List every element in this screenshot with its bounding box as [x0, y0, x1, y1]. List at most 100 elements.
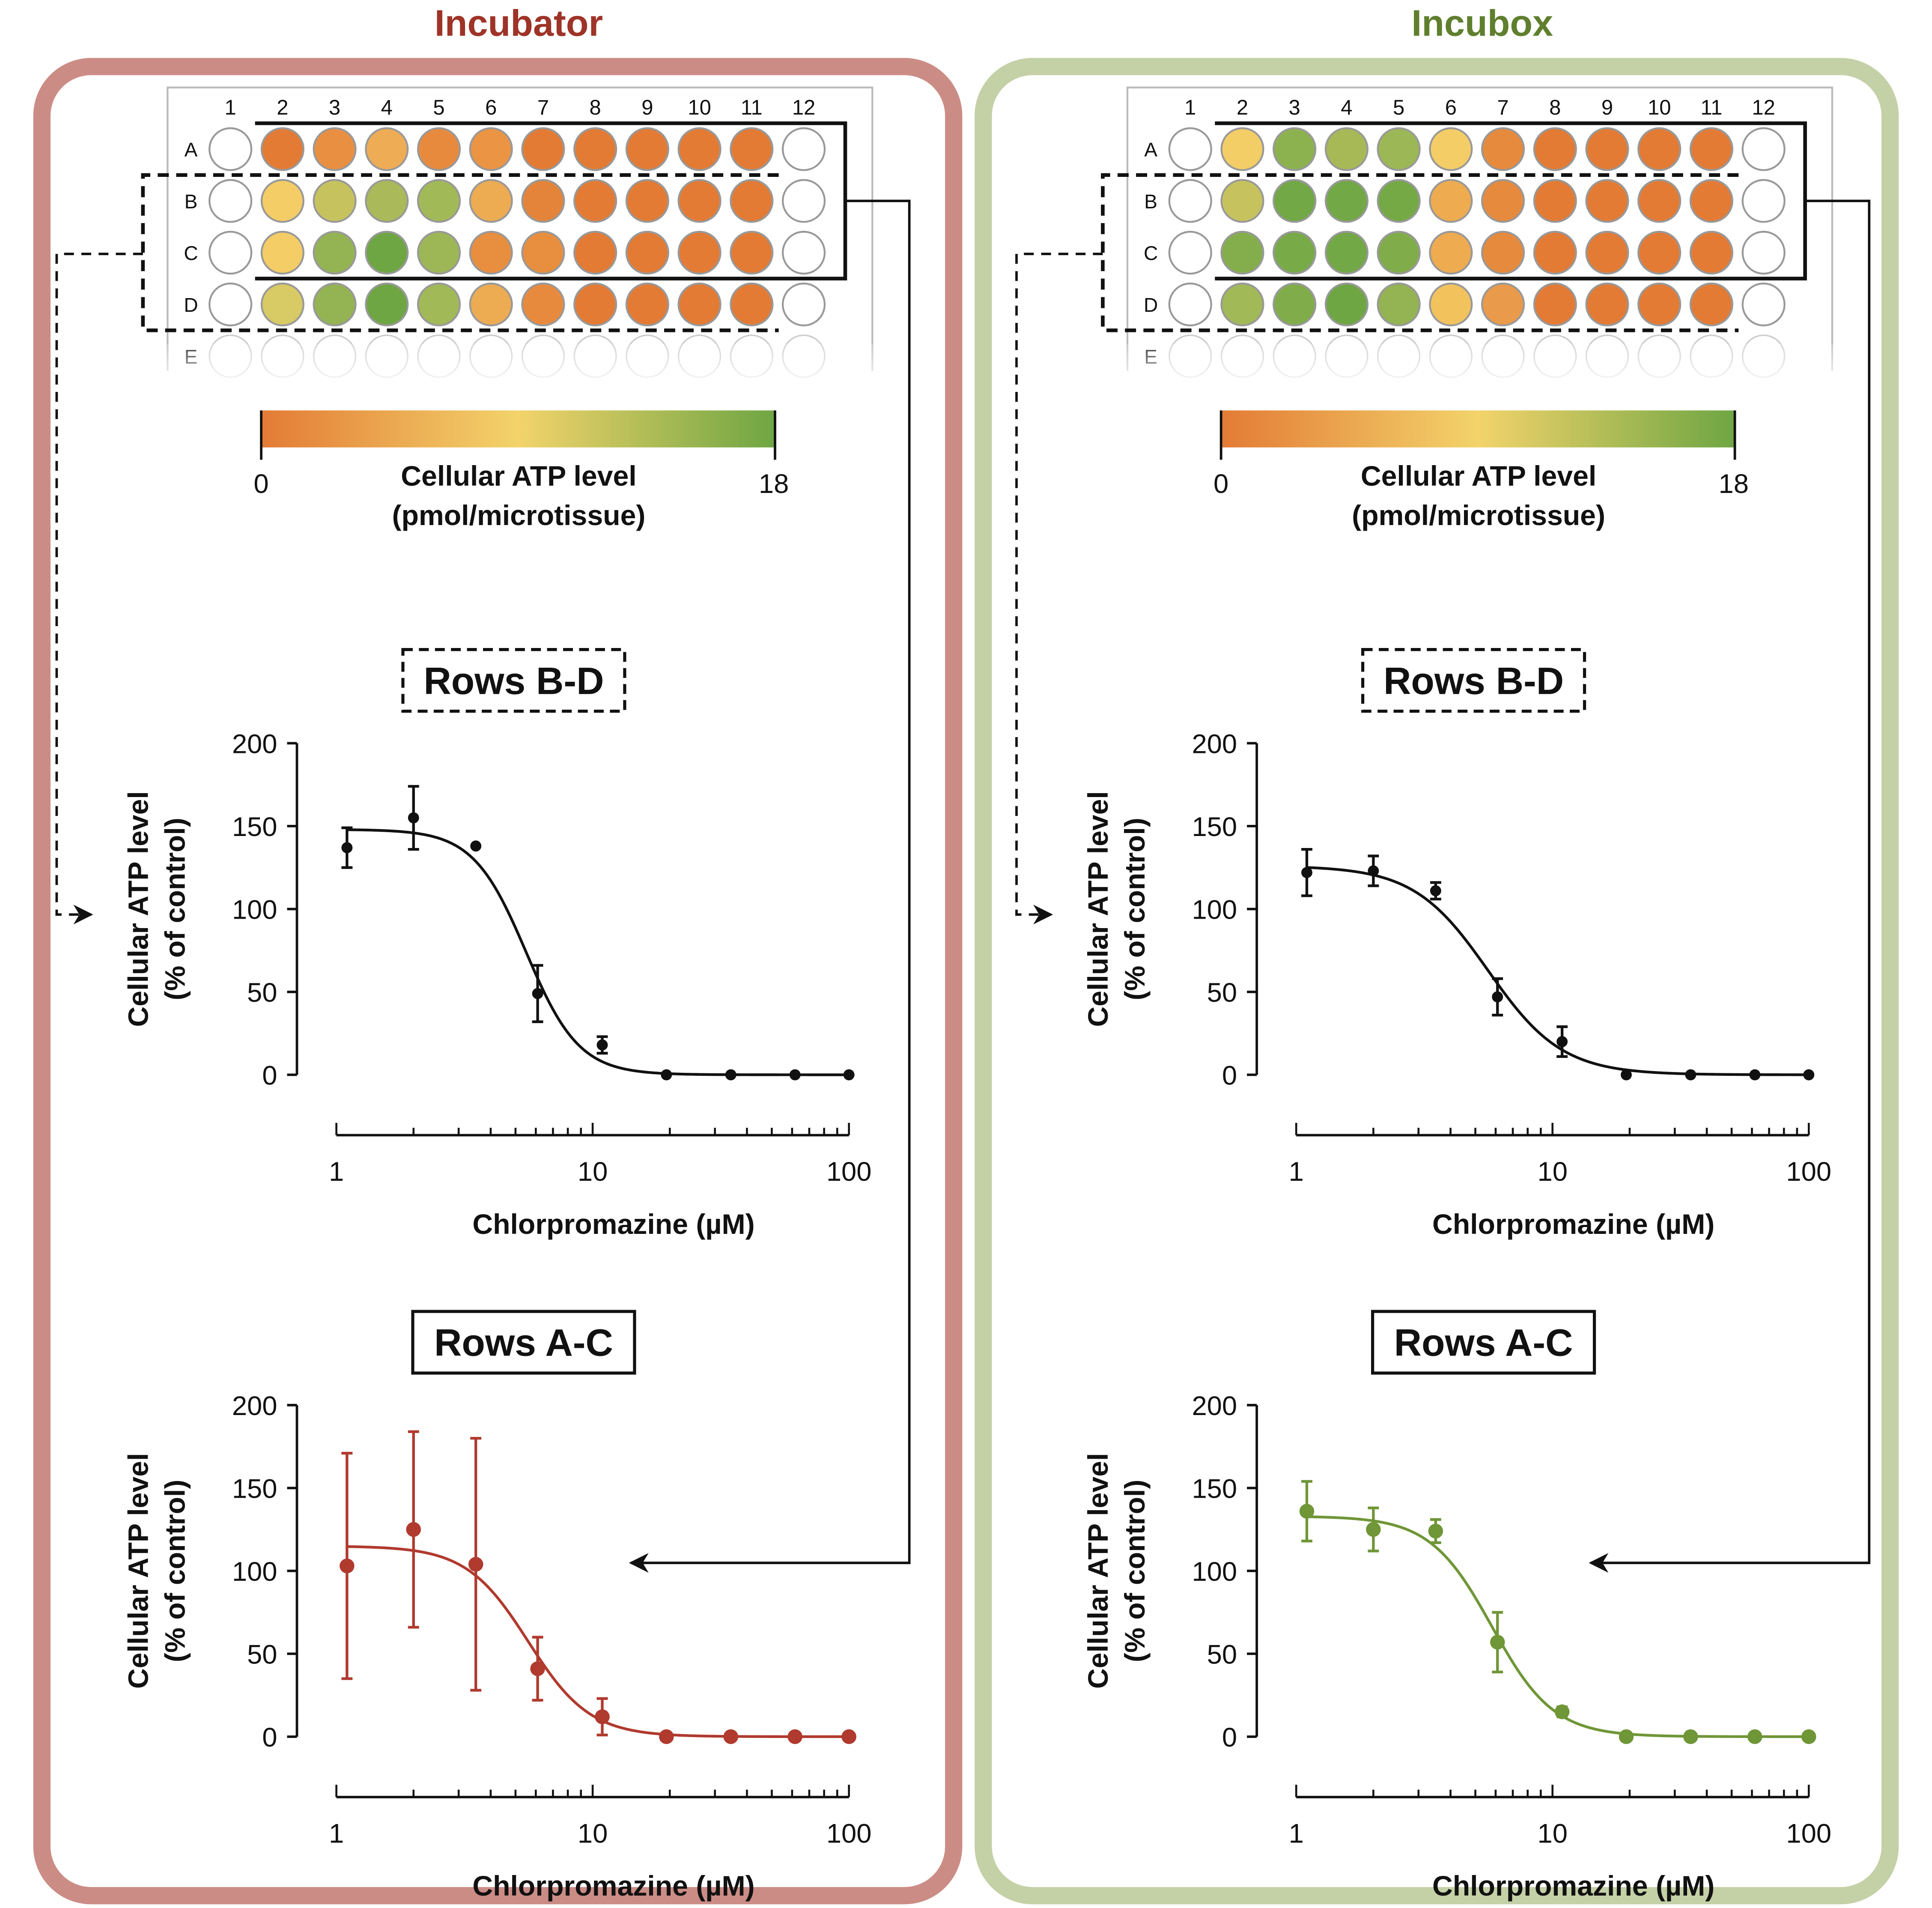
- panel-incubator: 123456789101112ABCDE018Cellular ATP leve…: [55, 87, 911, 1902]
- plate-well: [521, 127, 565, 171]
- data-point: [468, 1557, 483, 1572]
- y-tick-label: 50: [247, 978, 277, 1008]
- plate-well: [365, 230, 409, 275]
- plate-well: [1377, 127, 1421, 171]
- plate-row-label: B: [1144, 190, 1157, 212]
- plate-well: [209, 179, 253, 223]
- plate-column-label: 5: [1393, 96, 1404, 119]
- plate-column-label: 3: [329, 96, 340, 119]
- x-tick-label: 1: [1289, 1818, 1304, 1848]
- plate-well: [781, 127, 826, 171]
- plate-column-label: 4: [1341, 96, 1352, 119]
- plate-column-label: 8: [590, 96, 601, 119]
- y-tick-label: 0: [262, 1723, 277, 1753]
- plate-fade-overlay: [165, 343, 880, 394]
- plate-well: [1533, 282, 1577, 326]
- plate-well: [625, 127, 669, 171]
- data-point: [1301, 867, 1312, 878]
- y-tick-label: 50: [1207, 1639, 1237, 1669]
- plate-well: [1637, 282, 1682, 326]
- plate-well: [313, 179, 357, 223]
- plate-row-label: A: [185, 138, 198, 161]
- plate-well: [260, 127, 304, 171]
- data-point: [406, 1522, 421, 1537]
- plate-well: [1481, 282, 1525, 326]
- y-tick-label: 0: [262, 1061, 277, 1091]
- data-point: [595, 1709, 610, 1724]
- panel-title-incubator: Incubator: [435, 3, 603, 44]
- y-tick-label: 100: [232, 1557, 277, 1587]
- plate-well: [417, 230, 461, 275]
- y-axis-label: Cellular ATP level (% of control): [122, 1453, 191, 1689]
- plate-well: [1429, 127, 1473, 171]
- x-axis-label: Chlorpromazine (µM): [472, 1870, 754, 1902]
- plate-well: [209, 127, 253, 171]
- data-point: [659, 1729, 674, 1744]
- data-point: [408, 812, 419, 824]
- data-point: [1430, 885, 1441, 896]
- y-tick-label: 150: [232, 1474, 277, 1504]
- plate-well: [677, 282, 722, 326]
- plate-column-label: 6: [1445, 96, 1457, 119]
- panel-title-incubox: Incubox: [1411, 3, 1553, 44]
- x-tick-label: 100: [1786, 1157, 1831, 1187]
- data-point: [1683, 1729, 1698, 1744]
- plate-column-label: 2: [1237, 96, 1248, 119]
- y-tick-label: 0: [1222, 1723, 1237, 1753]
- colorbar-title: Cellular ATP level: [1361, 460, 1596, 492]
- plate-well: [1637, 179, 1682, 223]
- y-tick-label: 150: [1192, 1474, 1237, 1504]
- x-tick-label: 1: [329, 1818, 344, 1848]
- plate-column-label: 9: [641, 96, 653, 119]
- plate-well: [1220, 127, 1264, 171]
- colorbar-title: Cellular ATP level: [401, 460, 636, 492]
- data-point: [1621, 1069, 1632, 1081]
- data-point: [596, 1039, 608, 1051]
- plate-well: [1168, 127, 1212, 171]
- y-axis-label: Cellular ATP level (% of control): [1082, 791, 1151, 1027]
- data-point: [723, 1729, 739, 1744]
- fit-curve: [1306, 866, 1809, 1076]
- data-point: [1803, 1069, 1815, 1081]
- y-tick-label: 100: [1192, 895, 1237, 925]
- x-tick-label: 100: [1786, 1818, 1831, 1848]
- plate-well: [1585, 282, 1629, 326]
- plate-well: [1220, 179, 1264, 223]
- x-tick-label: 10: [578, 1818, 608, 1848]
- plate-well: [781, 179, 826, 223]
- y-tick-label: 200: [1192, 729, 1237, 759]
- chart-title-box: [411, 1310, 636, 1375]
- plate-frame: [1126, 87, 1834, 371]
- y-axis-label: Cellular ATP level (% of control): [122, 791, 191, 1027]
- plate-well: [365, 282, 409, 326]
- data-point: [1554, 1704, 1570, 1720]
- plate-well: [1585, 230, 1629, 275]
- plate-well: [260, 230, 304, 275]
- plate-well: [730, 230, 774, 275]
- plate-well: [417, 282, 461, 326]
- data-point: [470, 840, 482, 852]
- y-tick-label: 200: [232, 729, 277, 759]
- plate-well: [573, 282, 617, 326]
- colorbar: [1221, 410, 1735, 448]
- plate-well: [1429, 230, 1473, 275]
- y-axis-label-line2: (% of control): [160, 1480, 191, 1662]
- data-point: [789, 1069, 801, 1081]
- plate-column-label: 10: [1648, 96, 1671, 119]
- data-point: [1556, 1036, 1568, 1048]
- colorbar-min-label: 0: [253, 469, 268, 499]
- plate-well: [730, 127, 774, 171]
- plate-well: [625, 282, 669, 326]
- plate-well: [730, 282, 774, 326]
- plate-well: [209, 230, 253, 275]
- plate-row-label: A: [1144, 138, 1157, 161]
- connector-solid-arrow: [629, 200, 911, 1573]
- plate-column-label: 4: [381, 96, 393, 119]
- plate-well: [1377, 230, 1421, 275]
- x-tick-label: 10: [1538, 1157, 1568, 1187]
- plate-well: [625, 179, 669, 223]
- data-point: [1492, 991, 1503, 1003]
- plate-column-label: 2: [277, 96, 288, 119]
- plate-fade-overlay: [1125, 343, 1840, 394]
- plate-well: [677, 127, 722, 171]
